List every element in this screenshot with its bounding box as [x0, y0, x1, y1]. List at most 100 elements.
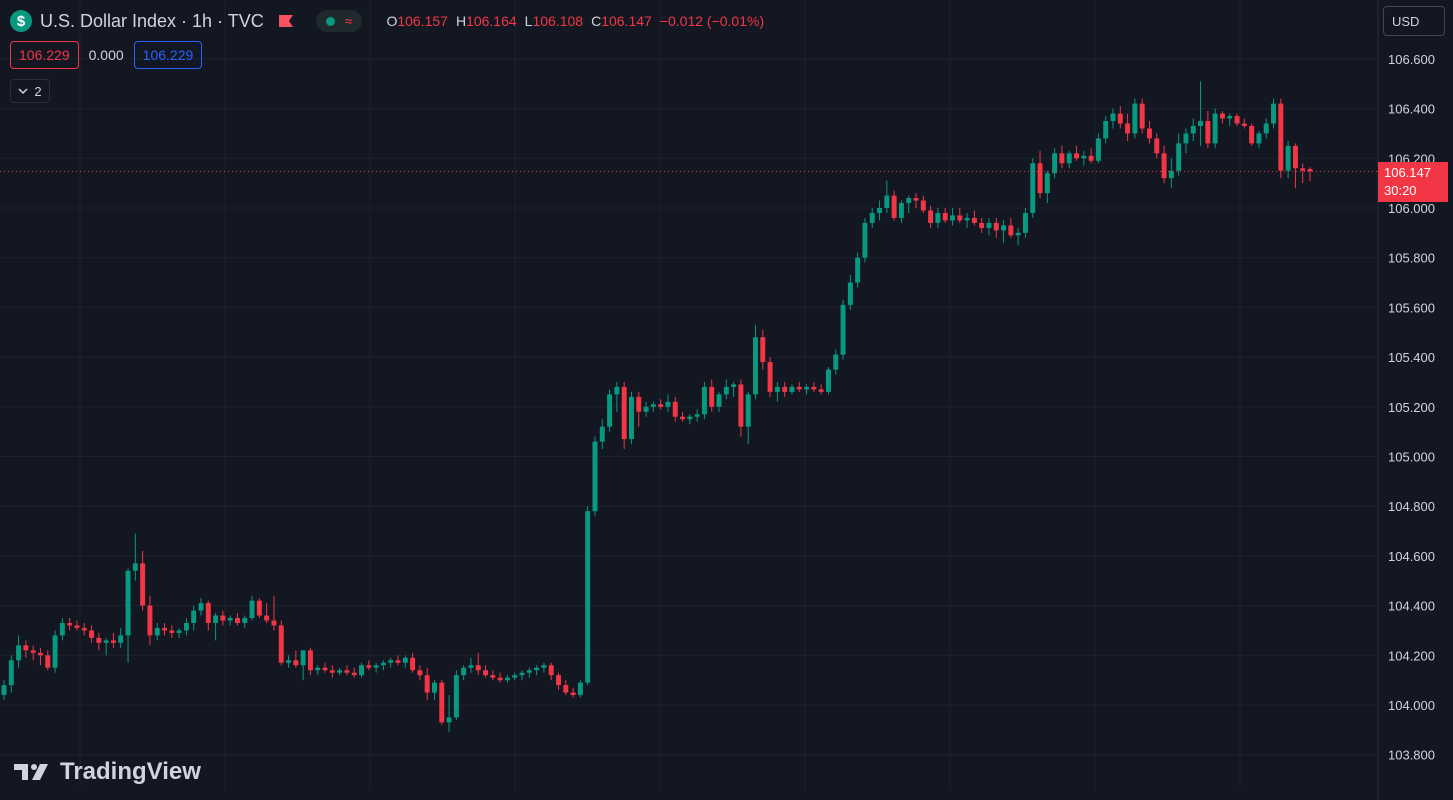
candle[interactable] [293, 650, 299, 668]
candle[interactable] [191, 605, 197, 631]
candle[interactable] [519, 670, 525, 681]
candle[interactable] [884, 180, 890, 213]
candle[interactable] [964, 212, 970, 228]
candle[interactable] [140, 550, 146, 611]
tradingview-logo[interactable]: TradingView [14, 758, 201, 786]
candle[interactable] [1059, 145, 1065, 169]
candle[interactable] [971, 210, 977, 226]
candle[interactable] [563, 680, 569, 696]
candle[interactable] [1125, 113, 1131, 141]
candle[interactable] [840, 299, 846, 360]
candle[interactable] [198, 598, 204, 616]
candle[interactable] [52, 630, 58, 673]
candle[interactable] [898, 200, 904, 223]
candle[interactable] [162, 622, 167, 636]
candle[interactable] [300, 650, 306, 681]
candle[interactable] [249, 595, 255, 621]
candle[interactable] [264, 603, 270, 623]
candle[interactable] [1249, 123, 1255, 146]
candle[interactable] [1095, 133, 1101, 164]
price-axis[interactable]: 106.600106.400106.200106.000105.800105.6… [1377, 0, 1435, 800]
candle[interactable] [307, 647, 313, 676]
candle[interactable] [1256, 130, 1262, 149]
candle[interactable] [242, 615, 248, 628]
candle[interactable] [110, 632, 116, 648]
candle[interactable] [570, 687, 576, 698]
candle[interactable] [1117, 106, 1123, 129]
candle[interactable] [118, 627, 124, 648]
candle[interactable] [1212, 108, 1218, 149]
sell-button[interactable]: 106.229 [10, 41, 79, 69]
candle[interactable] [490, 670, 496, 681]
candle[interactable] [534, 665, 540, 676]
candle[interactable] [322, 662, 328, 673]
candle[interactable] [760, 329, 766, 370]
candle[interactable] [599, 419, 605, 450]
candle[interactable] [81, 622, 87, 636]
candle[interactable] [621, 381, 627, 450]
candle[interactable] [169, 625, 175, 638]
candle[interactable] [1, 680, 7, 701]
candle[interactable] [672, 396, 678, 422]
candle[interactable] [811, 381, 817, 392]
candle[interactable] [577, 680, 583, 698]
candle[interactable] [234, 613, 240, 626]
candle[interactable] [957, 208, 963, 223]
candle[interactable] [658, 399, 664, 410]
candle[interactable] [782, 381, 788, 397]
candle[interactable] [366, 660, 372, 671]
candle[interactable] [847, 275, 853, 310]
candle[interactable] [1074, 145, 1080, 161]
candle[interactable] [1015, 227, 1021, 246]
candle[interactable] [1066, 150, 1072, 169]
candle[interactable] [1234, 113, 1240, 126]
candle[interactable] [1205, 111, 1211, 149]
candle[interactable] [556, 672, 561, 691]
candle[interactable] [74, 620, 80, 631]
candle[interactable] [1285, 140, 1291, 179]
candle[interactable] [1292, 143, 1298, 189]
candle[interactable] [855, 252, 861, 288]
candle[interactable] [1176, 133, 1182, 176]
candle[interactable] [1219, 111, 1225, 124]
candle[interactable] [67, 618, 73, 631]
candle[interactable] [59, 618, 65, 641]
candle[interactable] [877, 200, 883, 221]
candle[interactable] [1168, 158, 1174, 189]
candle[interactable] [461, 665, 467, 681]
candle[interactable] [373, 662, 379, 673]
candle[interactable] [1300, 163, 1306, 184]
candle[interactable] [30, 645, 36, 661]
candle[interactable] [344, 665, 350, 676]
candle[interactable] [205, 600, 211, 631]
candle[interactable] [132, 533, 138, 581]
candle[interactable] [1241, 118, 1247, 129]
candle[interactable] [1190, 118, 1196, 141]
candle[interactable] [213, 613, 219, 641]
candle[interactable] [453, 670, 459, 720]
candle[interactable] [1147, 121, 1152, 144]
candle[interactable] [388, 657, 394, 668]
candle[interactable] [183, 618, 189, 636]
candle[interactable] [738, 379, 744, 437]
candle[interactable] [541, 662, 547, 673]
symbol-title[interactable]: U.S. Dollar Index · 1h · TVC [40, 10, 264, 31]
candle[interactable] [475, 652, 481, 676]
candle[interactable] [680, 411, 686, 422]
candle[interactable] [767, 357, 773, 397]
candle[interactable] [804, 384, 810, 395]
candle[interactable] [745, 391, 751, 445]
candle[interactable] [1183, 128, 1189, 154]
currency-button[interactable]: USD [1383, 6, 1445, 36]
candle[interactable] [1001, 220, 1007, 243]
candle[interactable] [439, 680, 445, 725]
candle[interactable] [1271, 98, 1277, 129]
candle[interactable] [650, 401, 656, 412]
candle[interactable] [825, 367, 831, 395]
candle[interactable] [16, 635, 22, 668]
candle[interactable] [789, 384, 795, 395]
candle[interactable] [1081, 150, 1087, 166]
candle[interactable] [1154, 133, 1160, 159]
candle[interactable] [1227, 113, 1233, 126]
candle[interactable] [979, 217, 985, 233]
